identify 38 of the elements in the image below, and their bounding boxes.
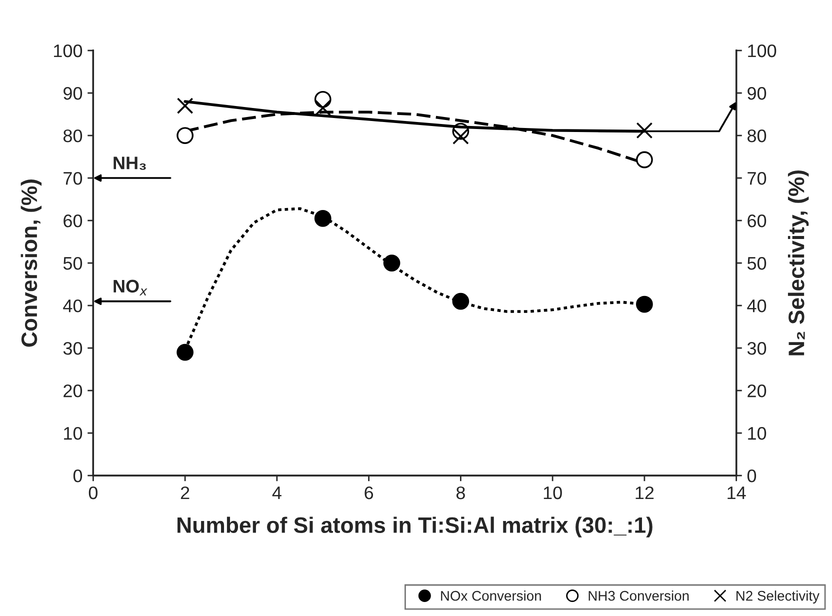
y-tick-label: 70 [64, 172, 82, 185]
y-tick-label: 60 [64, 214, 82, 228]
y-tick-label: 100 [54, 44, 82, 58]
y-axis-title: Conversion, (%) [20, 180, 42, 347]
y2-tick-label: 70 [748, 172, 766, 185]
y-tick-label: 80 [63, 129, 82, 142]
annotation: NH₃ [114, 156, 146, 170]
y-tick-label: 40 [63, 299, 82, 312]
y2-tick-label: 0 [747, 469, 756, 482]
legend-label: NH3 Conversion [588, 590, 689, 601]
y-tick-label: 20 [64, 384, 82, 398]
annotation: NO$_{x}$ [114, 280, 148, 296]
y-tick-label: 0 [73, 469, 82, 482]
y2-tick-label: 10 [748, 426, 766, 440]
y-tick-label: 30 [63, 342, 82, 355]
x-tick-label: 4 [272, 486, 282, 500]
y2-tick-label: 60 [748, 214, 766, 228]
x-tick-label: 12 [636, 486, 654, 500]
y-tick-label: 50 [63, 256, 82, 270]
x-tick-label: 8 [456, 486, 465, 500]
y2-tick-label: 40 [747, 299, 766, 312]
x-tick-label: 6 [364, 486, 374, 500]
x-axis-title: Number of Si atoms in Ti:Si:Al matrix (30:_:1) [178, 516, 652, 538]
x-tick-label: 10 [544, 486, 562, 500]
y-tick-label: 90 [64, 86, 82, 100]
legend-label: NOx Conversion [441, 590, 541, 601]
y2-tick-label: 30 [747, 342, 766, 355]
x-tick-label: 2 [180, 486, 190, 500]
y2-tick-label: 80 [748, 129, 766, 142]
legend-label: N2 Selectivity [736, 590, 820, 604]
y2-tick-label: 50 [747, 256, 766, 270]
x-tick-label: 0 [88, 486, 98, 500]
x-tick-label: 14 [728, 486, 746, 500]
y-tick-label: 10 [64, 426, 82, 440]
y2-tick-label: 100 [748, 44, 776, 58]
y2-axis-title: N₂ Selectivity, (%) [788, 170, 809, 356]
y2-tick-label: 90 [748, 86, 766, 100]
y2-tick-label: 20 [748, 384, 766, 398]
